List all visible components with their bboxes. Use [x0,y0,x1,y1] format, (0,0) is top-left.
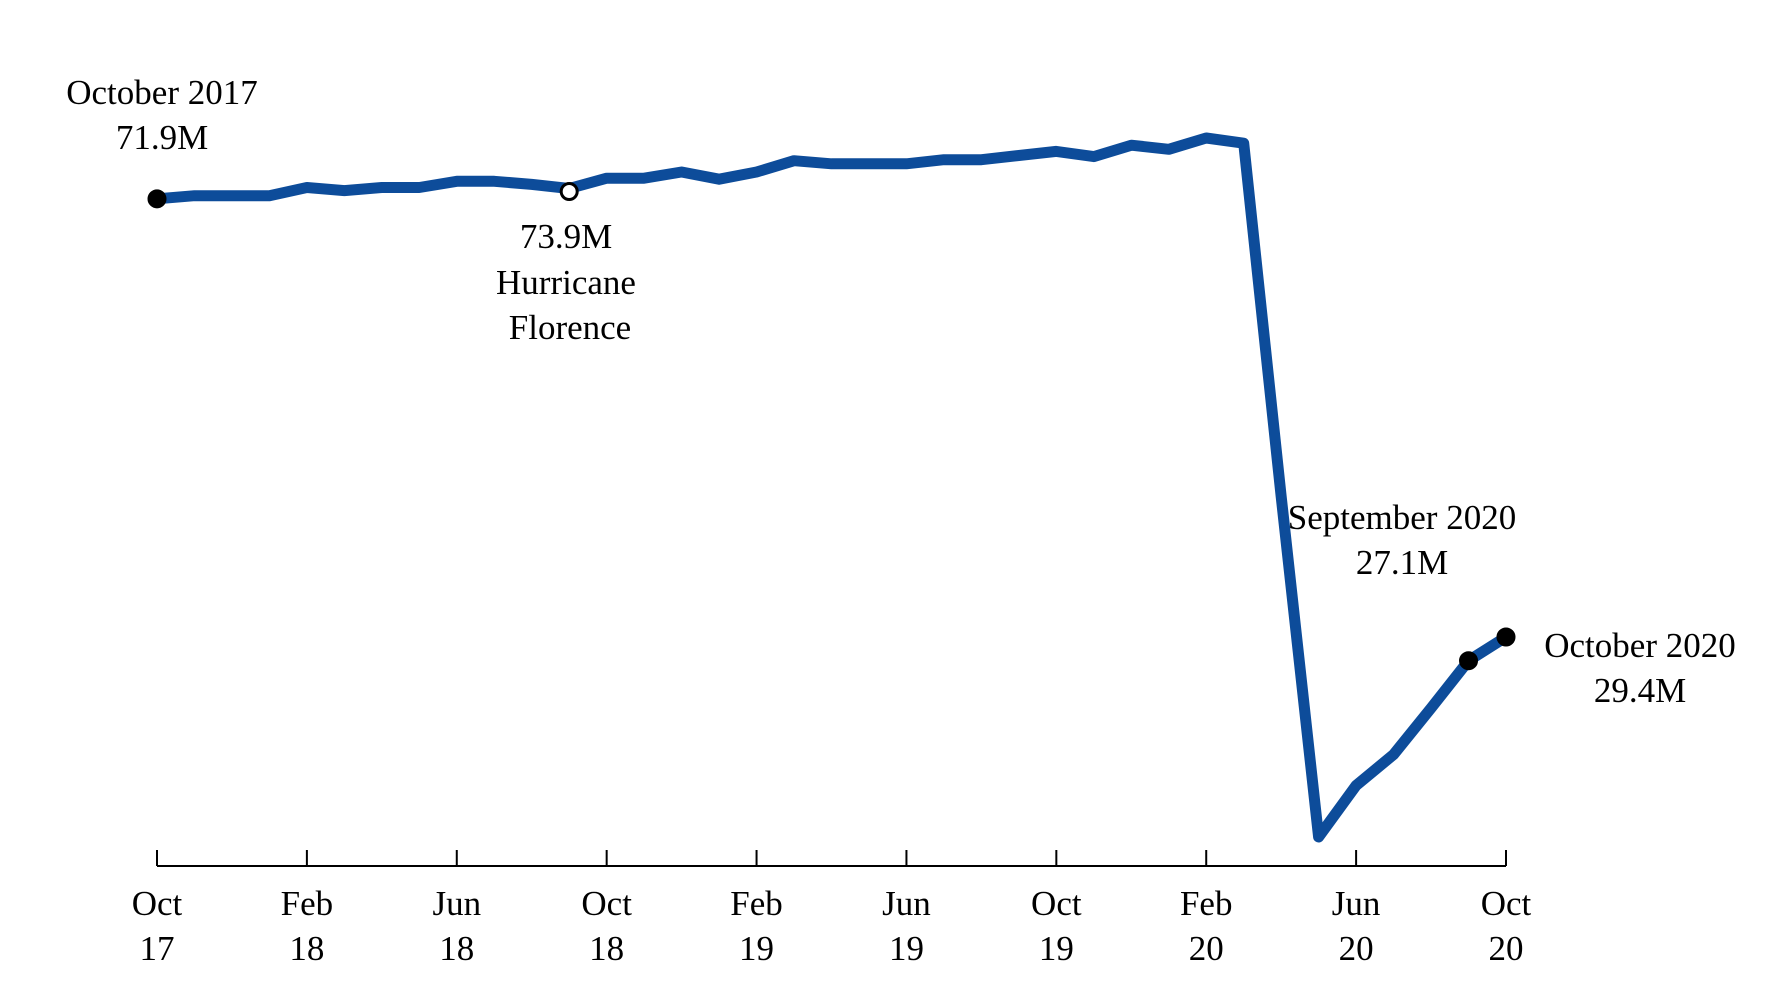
x-tick-label-month: Jun [432,884,481,923]
x-axis-ticks: Oct 17 Feb 18 Jun 18 Oct 18 Feb 19 Jun 19 Oct 19 Feb 20… [132,850,1532,968]
x-tick-label-month: Jun [882,884,931,923]
x-tick-label-month: Jun [1332,884,1381,923]
x-tick-label-month: Feb [1180,884,1233,923]
x-tick-label-year: 18 [289,929,324,968]
annotation-hurricane-florence-line3: Florence [509,308,631,347]
x-tick-label-month: Oct [1481,884,1532,923]
annotation-hurricane-florence-line1: 73.9M [520,217,612,256]
annotation-october-2017-line2: 71.9M [116,118,208,157]
marker-september-2020 [1459,651,1479,671]
x-tick-label-year: 19 [889,929,924,968]
annotation-october-2017: October 2017 71.9M [66,73,257,157]
annotation-september-2020-line2: 27.1M [1356,543,1448,582]
marker-october-2020 [1496,627,1516,647]
annotation-september-2020-line1: September 2020 [1288,498,1516,537]
marker-hurricane-florence [559,182,579,202]
x-tick-label-month: Feb [281,884,334,923]
x-tick-label-year: 19 [1039,929,1074,968]
annotation-hurricane-florence-line2: Hurricane [496,263,636,302]
x-tick-label-month: Oct [1031,884,1082,923]
x-tick-label-year: 19 [739,929,774,968]
x-tick-label-year: 20 [1189,929,1224,968]
data-point-markers [147,182,1516,671]
marker-october-2017 [147,189,167,209]
annotation-hurricane-florence: 73.9M Hurricane Florence [496,217,636,347]
x-tick-label-month: Oct [132,884,183,923]
x-tick-label-year: 20 [1489,929,1524,968]
annotation-september-2020: September 2020 27.1M [1288,498,1516,582]
x-tick-label-year: 18 [439,929,474,968]
annotation-october-2017-line1: October 2017 [66,73,257,112]
x-tick-label-month: Oct [581,884,632,923]
annotation-october-2020-line2: 29.4M [1594,671,1686,710]
annotation-october-2020: October 2020 29.4M [1544,626,1735,710]
x-tick-label-year: 20 [1339,929,1374,968]
series-line [151,132,1512,843]
x-tick-label-year: 17 [140,929,175,968]
annotation-october-2020-line1: October 2020 [1544,626,1735,665]
x-tick-label-year: 18 [589,929,624,968]
x-tick-label-month: Feb [730,884,783,923]
